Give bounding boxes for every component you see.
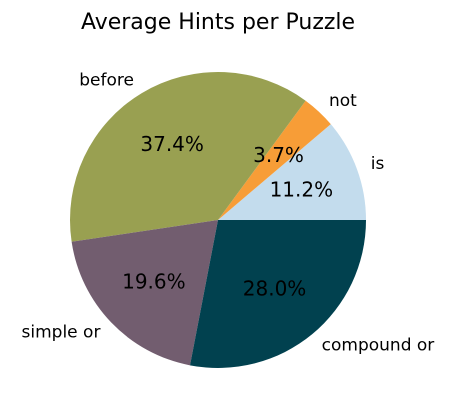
category-label-simple-or: simple or bbox=[22, 323, 101, 343]
percent-label-simple-or: 19.6% bbox=[122, 269, 186, 293]
percent-label-is: 11.2% bbox=[270, 177, 334, 201]
pie-slice-is bbox=[218, 124, 366, 220]
category-label-before: before bbox=[79, 71, 134, 91]
category-label-compound-or: compound or bbox=[322, 336, 435, 356]
category-label-not: not bbox=[329, 91, 357, 111]
category-label-is: is bbox=[371, 154, 385, 174]
percent-labels: 11.2% 3.7% 37.4% 19.6% 28.0% bbox=[122, 132, 333, 301]
pie-slice-compound-or bbox=[190, 220, 367, 368]
percent-label-compound-or: 28.0% bbox=[243, 276, 307, 300]
pie-slices bbox=[69, 71, 367, 368]
pie-slice-simple-or bbox=[71, 220, 218, 366]
percent-label-before: 37.4% bbox=[140, 132, 204, 156]
chart-title: Average Hints per Puzzle bbox=[81, 10, 355, 35]
pie-slice-not bbox=[218, 100, 331, 220]
pie-slice-before bbox=[69, 71, 306, 242]
category-labels: is not before simple or compound or bbox=[22, 71, 435, 356]
percent-label-not: 3.7% bbox=[253, 143, 304, 167]
